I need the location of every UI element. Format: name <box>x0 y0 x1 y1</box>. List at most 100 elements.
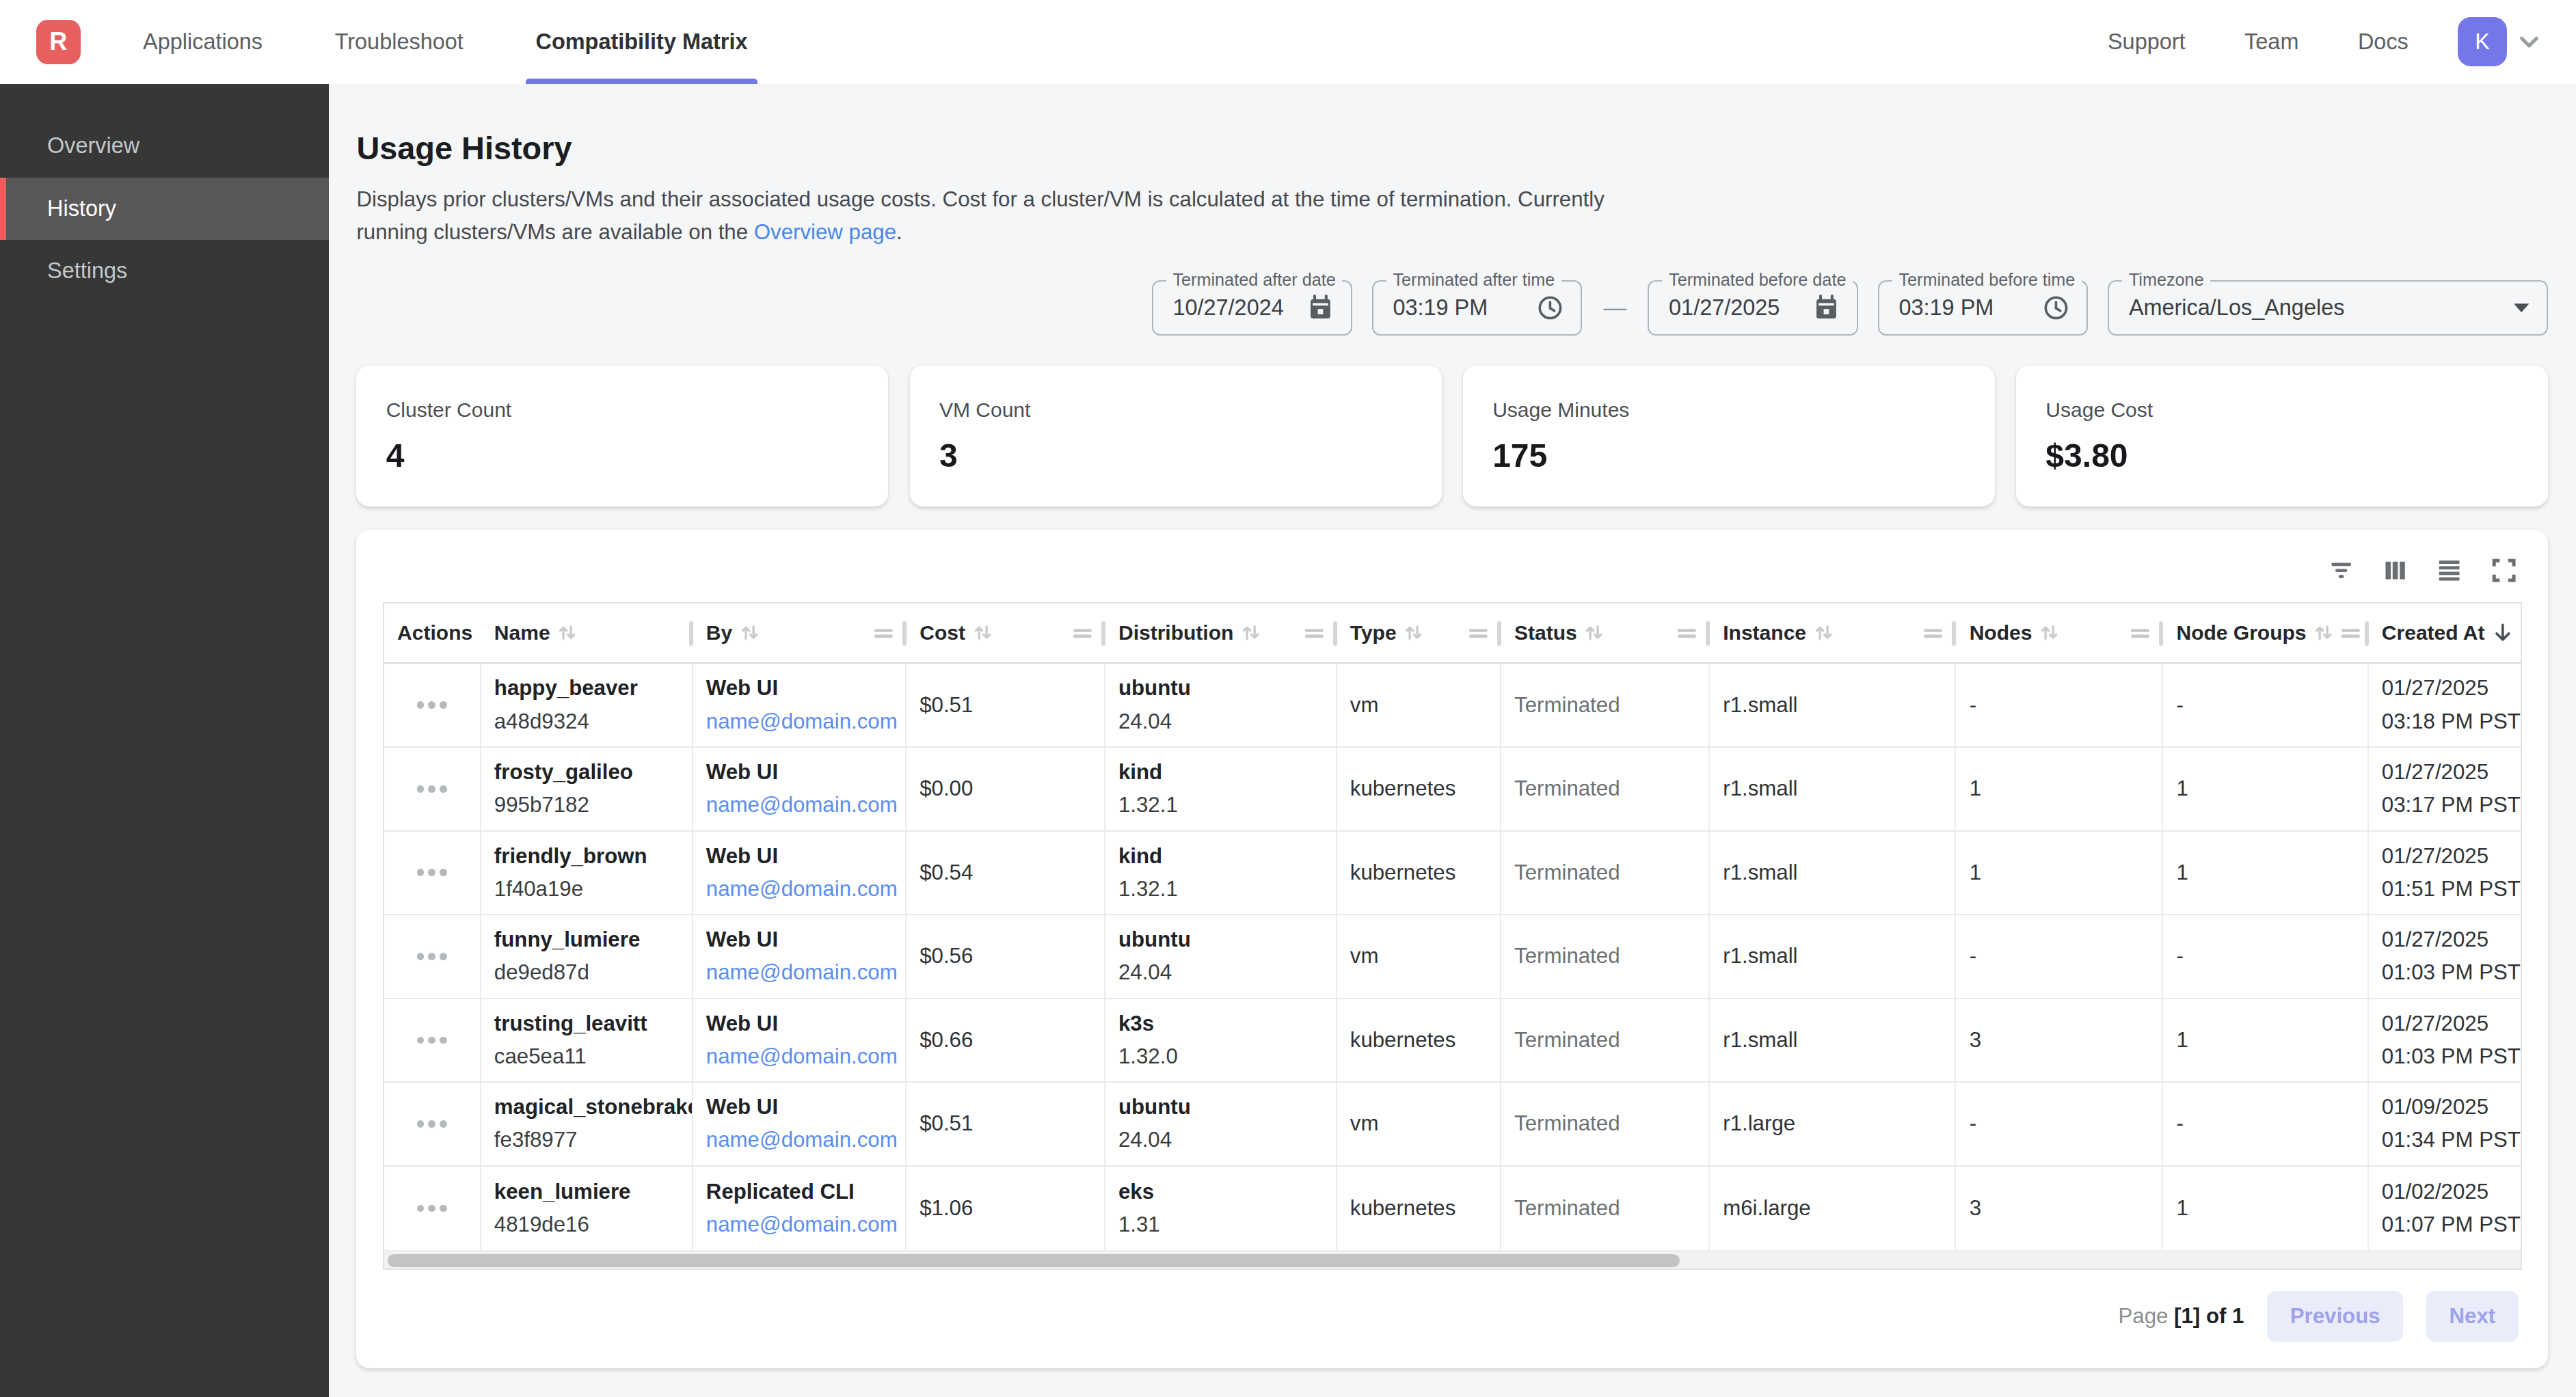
row-node-groups-cell: 1 <box>2163 832 2368 914</box>
column-header-node-groups[interactable]: Node Groups <box>2163 603 2368 663</box>
overview-page-link[interactable]: Overview page <box>754 220 896 244</box>
filter-range-separator: — <box>1602 295 1628 321</box>
next-page-button[interactable]: Next <box>2426 1291 2519 1342</box>
calendar-icon[interactable] <box>1306 294 1334 322</box>
column-header-by[interactable]: By <box>693 603 907 663</box>
scrollbar-thumb[interactable] <box>388 1254 1680 1267</box>
row-actions-button[interactable] <box>410 775 454 802</box>
density-icon[interactable] <box>2434 556 2464 585</box>
row-name-cell: frosty_galileo 995b7182 <box>481 748 693 830</box>
terminated-after-date-field[interactable]: Terminated after date 10/27/2024 <box>1152 280 1352 336</box>
row-node-groups-cell: 1 <box>2163 1167 2368 1251</box>
row-name-cell: happy_beaver a48d9324 <box>481 664 693 746</box>
replicated-logo[interactable]: R <box>36 20 81 64</box>
column-menu-icon[interactable] <box>1073 623 1092 643</box>
nav-link-docs[interactable]: Docs <box>2358 29 2409 55</box>
created-time: 01:51 PM PST <box>2382 876 2508 902</box>
created-date: 01/27/2025 <box>2382 1011 2508 1037</box>
column-header-distribution[interactable]: Distribution <box>1105 603 1337 663</box>
stat-label: Usage Minutes <box>1492 398 1965 422</box>
created-by-email-link[interactable]: name@domain.com <box>706 1127 892 1153</box>
instance-value: r1.small <box>1723 692 1942 718</box>
terminated-before-time-field[interactable]: Terminated before time 03:19 PM <box>1878 280 2089 336</box>
table-row: funny_lumiere de9ed87d Web UI name@domai… <box>384 915 2521 999</box>
nav-tabs: Applications Troubleshoot Compatibility … <box>136 0 813 84</box>
row-name-cell: trusting_leavitt cae5ea11 <box>481 999 693 1082</box>
cluster-name: happy_beaver <box>494 675 679 701</box>
row-by-cell: Web UI name@domain.com <box>693 1083 907 1165</box>
clock-icon[interactable] <box>1536 294 1564 322</box>
horizontal-scrollbar[interactable] <box>384 1250 2521 1268</box>
calendar-icon[interactable] <box>1812 294 1840 322</box>
column-menu-icon[interactable] <box>1923 623 1943 643</box>
column-menu-icon[interactable] <box>1468 623 1488 643</box>
nav-link-team[interactable]: Team <box>2244 29 2298 55</box>
stat-label: Usage Cost <box>2045 398 2518 422</box>
column-header-type[interactable]: Type <box>1337 603 1501 663</box>
column-menu-icon[interactable] <box>874 623 894 643</box>
column-header-nodes[interactable]: Nodes <box>1956 603 2163 663</box>
row-actions-cell <box>384 748 481 830</box>
columns-icon[interactable] <box>2380 556 2410 585</box>
created-by-source: Web UI <box>706 1011 892 1037</box>
node-groups-value: - <box>2176 943 2354 969</box>
column-header-status[interactable]: Status <box>1501 603 1710 663</box>
row-created-at-cell: 01/27/2025 03:18 PM PST <box>2369 664 2521 746</box>
row-actions-button[interactable] <box>410 1111 454 1138</box>
column-header-instance[interactable]: Instance <box>1710 603 1956 663</box>
created-by-email-link[interactable]: name@domain.com <box>706 1212 892 1238</box>
created-by-source: Web UI <box>706 759 892 785</box>
created-time: 01:07 PM PST <box>2382 1212 2508 1238</box>
nav-tab-applications[interactable]: Applications <box>136 0 269 84</box>
created-by-email-link[interactable]: name@domain.com <box>706 960 892 986</box>
terminated-before-date-field[interactable]: Terminated before date 01/27/2025 <box>1648 280 1858 336</box>
row-actions-button[interactable] <box>410 692 454 719</box>
column-menu-icon[interactable] <box>2341 623 2361 643</box>
sidebar-item-history[interactable]: History <box>0 178 329 240</box>
created-by-email-link[interactable]: name@domain.com <box>706 876 892 902</box>
timezone-select[interactable]: Timezone America/Los_Angeles <box>2108 280 2548 336</box>
description-text: Displays prior clusters/VMs and their as… <box>356 187 1604 244</box>
column-header-cost[interactable]: Cost <box>907 603 1105 663</box>
table-row: friendly_brown 1f40a19e Web UI name@doma… <box>384 832 2521 916</box>
chevron-down-icon[interactable] <box>2515 28 2543 56</box>
column-menu-icon[interactable] <box>1304 623 1324 643</box>
fullscreen-icon[interactable] <box>2489 556 2519 585</box>
sidebar-item-overview[interactable]: Overview <box>0 115 329 177</box>
row-status-cell: Terminated <box>1501 915 1710 998</box>
row-actions-button[interactable] <box>410 1027 454 1054</box>
column-menu-icon[interactable] <box>2130 623 2150 643</box>
nav-link-support[interactable]: Support <box>2108 29 2186 55</box>
sort-arrows-icon <box>1240 622 1261 643</box>
created-by-email-link[interactable]: name@domain.com <box>706 709 892 735</box>
column-header-created-at[interactable]: Created At <box>2369 603 2521 663</box>
row-by-cell: Web UI name@domain.com <box>693 832 907 914</box>
distribution-name: kind <box>1118 759 1322 785</box>
row-type-cell: kubernetes <box>1337 832 1501 914</box>
sidebar-item-settings[interactable]: Settings <box>0 240 329 302</box>
nav-tab-troubleshoot[interactable]: Troubleshoot <box>328 0 470 84</box>
created-time: 01:34 PM PST <box>2382 1127 2508 1153</box>
row-actions-button[interactable] <box>410 1195 454 1222</box>
cost-value: $0.00 <box>920 776 1090 802</box>
created-by-email-link[interactable]: name@domain.com <box>706 792 892 818</box>
nodes-value: - <box>1970 1111 2149 1137</box>
row-status-cell: Terminated <box>1501 999 1710 1082</box>
column-menu-icon[interactable] <box>1677 623 1697 643</box>
nav-tab-compatibility-matrix[interactable]: Compatibility Matrix <box>529 0 754 84</box>
row-actions-button[interactable] <box>410 859 454 886</box>
row-actions-button[interactable] <box>410 943 454 971</box>
row-actions-cell <box>384 1083 481 1165</box>
row-distribution-cell: kind 1.32.1 <box>1105 748 1337 830</box>
distribution-name: ubuntu <box>1118 1094 1322 1120</box>
column-header-name[interactable]: Name <box>481 603 693 663</box>
user-avatar[interactable]: K <box>2458 17 2507 66</box>
cluster-id: a48d9324 <box>494 709 679 735</box>
terminated-after-time-field[interactable]: Terminated after time 03:19 PM <box>1372 280 1583 336</box>
created-by-email-link[interactable]: name@domain.com <box>706 1044 892 1070</box>
previous-page-button[interactable]: Previous <box>2267 1291 2403 1342</box>
filter-icon[interactable] <box>2326 556 2356 585</box>
row-created-at-cell: 01/09/2025 01:34 PM PST <box>2369 1083 2521 1165</box>
clock-icon[interactable] <box>2042 294 2070 322</box>
instance-value: r1.small <box>1723 860 1942 886</box>
